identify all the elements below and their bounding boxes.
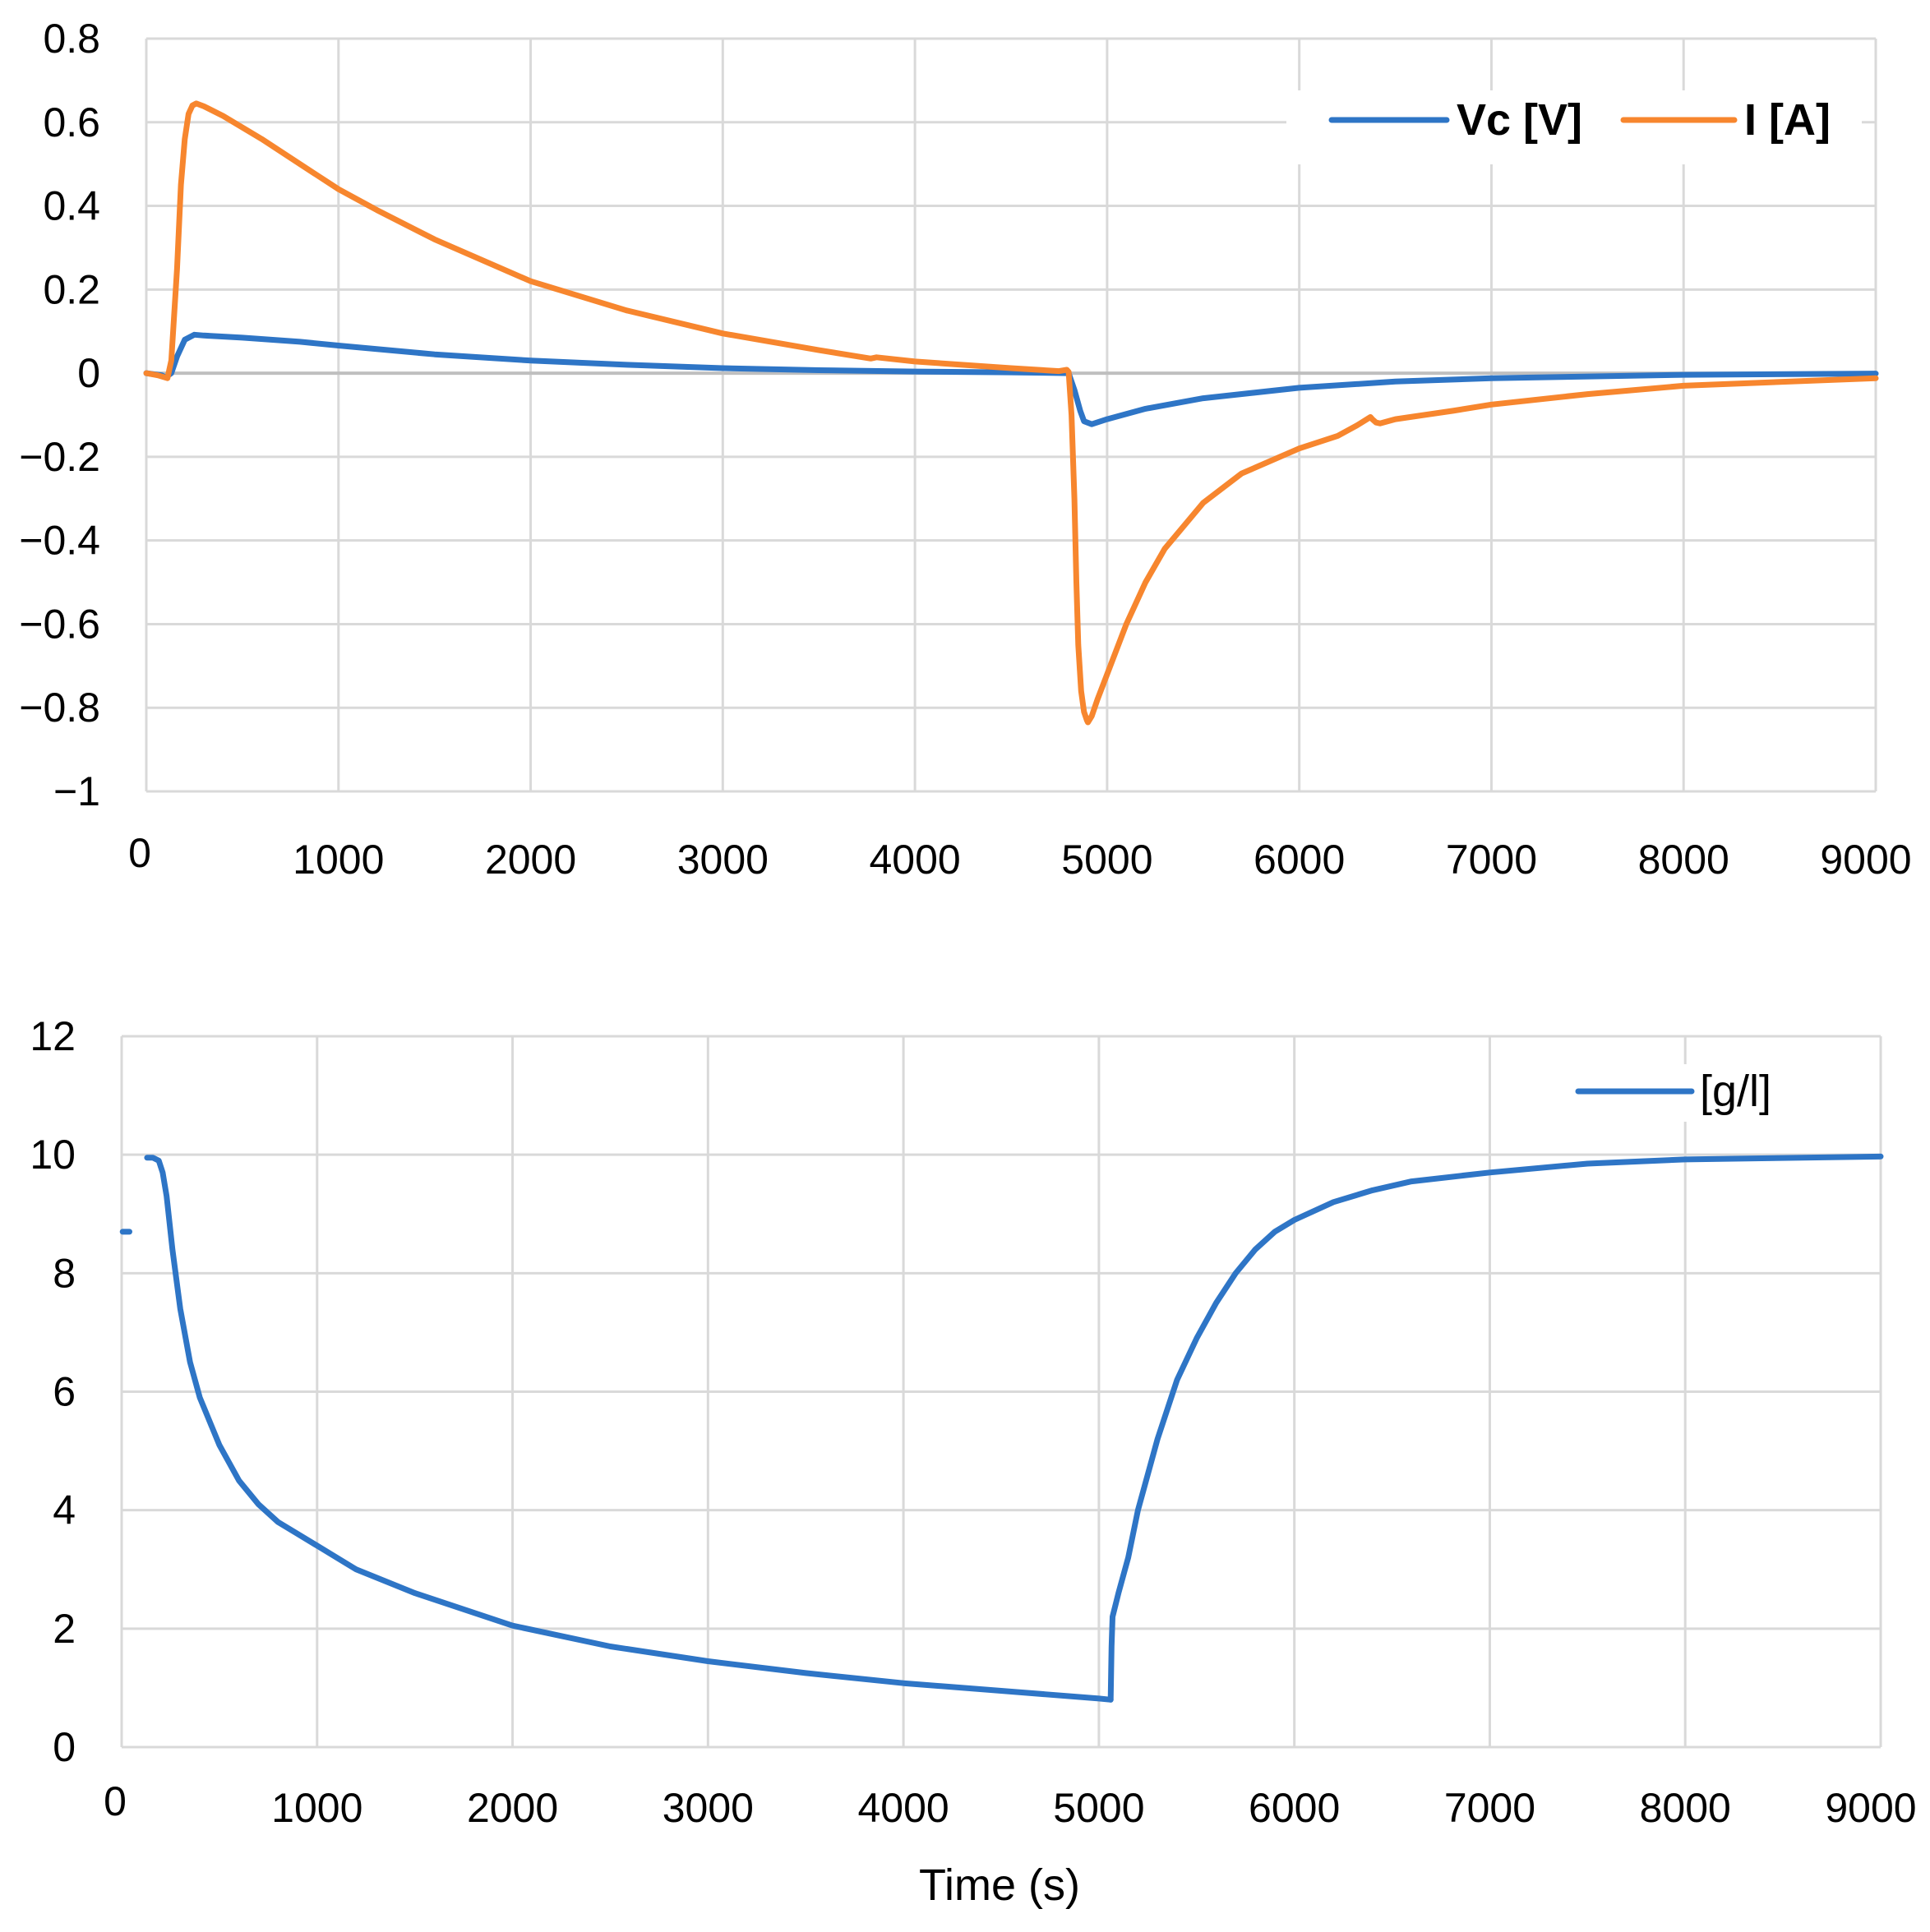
y-tick-label: 0 bbox=[53, 1724, 76, 1770]
x-tick-label: 0 bbox=[128, 830, 151, 876]
y-tick-label: −0.2 bbox=[19, 434, 100, 480]
bottom-chart: 0 1000 2000 3000 4000 5000 6000 7000 8000 9000 12 1… bbox=[30, 1013, 1916, 1910]
x-tick-label: 1000 bbox=[271, 1785, 362, 1831]
legend-label: [g/l] bbox=[1700, 1067, 1771, 1116]
y-tick-label: 0.8 bbox=[43, 16, 100, 62]
y-tick-label: 0.2 bbox=[43, 266, 100, 312]
series-line-b bbox=[143, 100, 1879, 726]
x-tick-label: 6000 bbox=[1249, 1785, 1340, 1831]
y-tick-label: −0.6 bbox=[19, 601, 100, 647]
x-tick-label: 2000 bbox=[485, 837, 576, 883]
x-tick-label: 7000 bbox=[1446, 837, 1537, 883]
x-tick-label: 6000 bbox=[1254, 837, 1345, 883]
x-tick-label: 9000 bbox=[1820, 837, 1911, 883]
series-line-a bbox=[1107, 1153, 1884, 1703]
y-tick-label: 0.6 bbox=[43, 99, 100, 145]
x-tick-label: 5000 bbox=[1061, 837, 1152, 883]
y-tick-label: 12 bbox=[30, 1013, 76, 1059]
x-tick-label: 9000 bbox=[1825, 1785, 1916, 1831]
x-tick-label: 3000 bbox=[677, 837, 769, 883]
legend-background bbox=[1286, 90, 1862, 164]
x-tick-label: 2000 bbox=[467, 1785, 558, 1831]
y-tick-label: 8 bbox=[53, 1250, 76, 1296]
y-tick-label: −0.8 bbox=[19, 685, 100, 731]
series-line-a bbox=[143, 331, 1879, 427]
x-tick-label: 7000 bbox=[1444, 1785, 1535, 1831]
x-tick-label: 1000 bbox=[293, 837, 384, 883]
top-chart: 0 1000 2000 3000 4000 5000 6000 7000 8000 9000 0.8… bbox=[19, 16, 1911, 883]
series-line-a bbox=[144, 1155, 1114, 1703]
x-tick-label: 0 bbox=[104, 1778, 127, 1824]
y-tick-label: 10 bbox=[30, 1132, 76, 1178]
legend-label: Vc [V] bbox=[1457, 95, 1582, 145]
y-tick-label: 4 bbox=[53, 1487, 76, 1533]
y-tick-label: 6 bbox=[53, 1369, 76, 1415]
legend-label: I [A] bbox=[1744, 95, 1831, 145]
y-tick-label: −1 bbox=[53, 768, 100, 814]
x-axis-title: Time (s) bbox=[919, 1861, 1080, 1910]
y-tick-label: −0.4 bbox=[19, 518, 100, 564]
x-tick-label: 8000 bbox=[1640, 1785, 1731, 1831]
y-tick-label: 0 bbox=[77, 350, 100, 396]
x-tick-label: 8000 bbox=[1638, 837, 1729, 883]
x-tick-label: 4000 bbox=[857, 1785, 949, 1831]
y-tick-label: 2 bbox=[53, 1606, 76, 1652]
y-tick-label: 0.4 bbox=[43, 183, 100, 229]
x-tick-label: 4000 bbox=[869, 837, 960, 883]
x-tick-label: 3000 bbox=[663, 1785, 754, 1831]
x-tick-label: 5000 bbox=[1053, 1785, 1144, 1831]
